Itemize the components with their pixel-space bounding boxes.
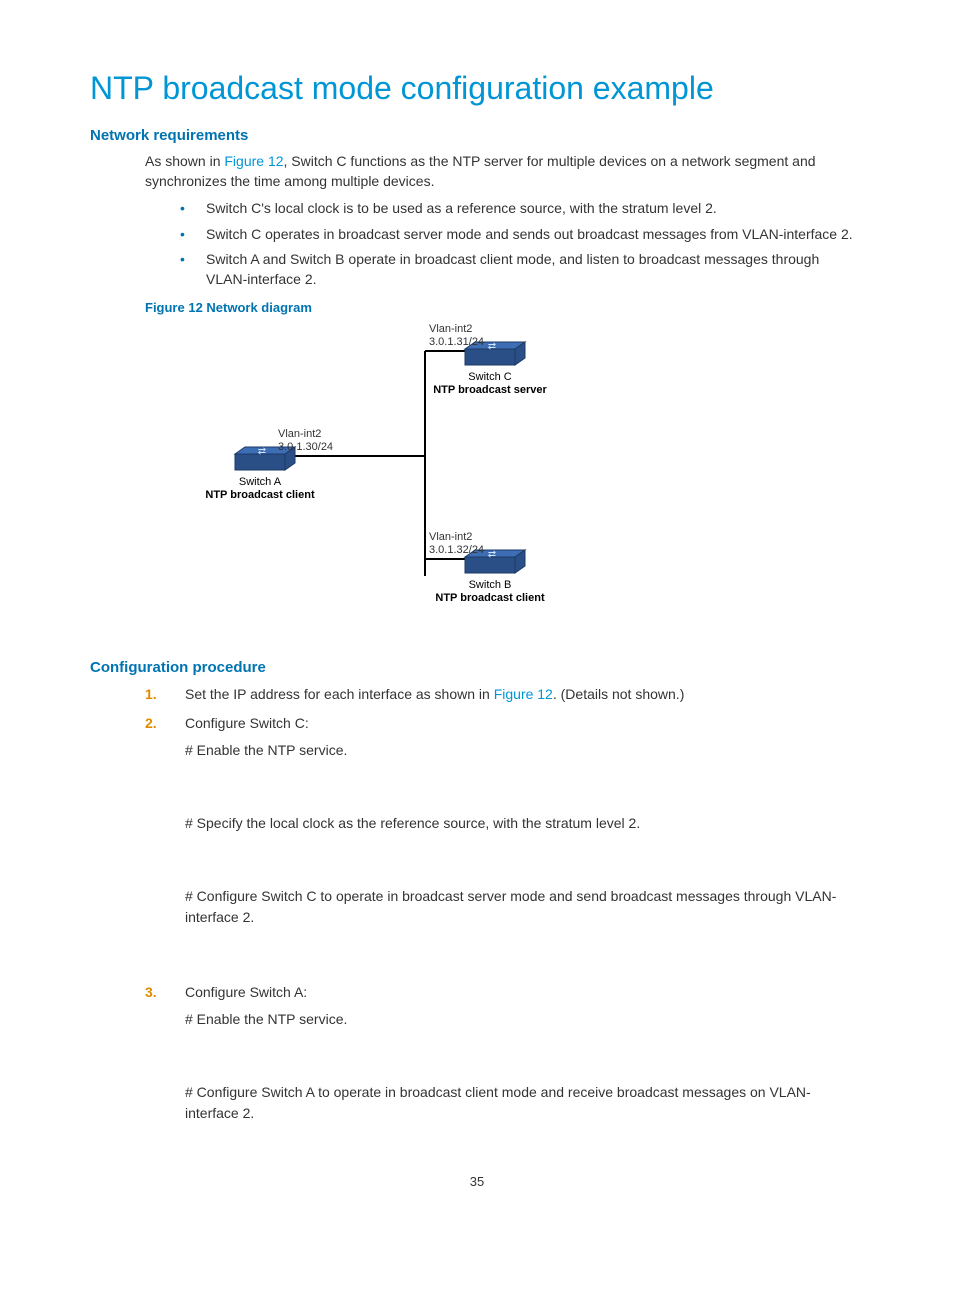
step2-para-b: # Specify the local clock as the referen… [185, 813, 864, 834]
section-heading-configuration-procedure: Configuration procedure [90, 659, 864, 676]
network-diagram: ⇄ ⇄ ⇄ Vlan-int23.0.1.31/24 Switch CNTP b… [145, 321, 585, 641]
figure-12-link[interactable]: Figure 12 [224, 153, 283, 169]
step2-head: Configure Switch C: [185, 715, 309, 731]
switch-c-interface-label: Vlan-int23.0.1.31/24 [429, 323, 519, 349]
switch-b-name-label: Switch BNTP broadcast client [405, 579, 575, 607]
switch-c-name-label: Switch CNTP broadcast server [405, 371, 575, 399]
bullet-item: Switch C operates in broadcast server mo… [180, 225, 864, 245]
switch-a-name-label: Switch ANTP broadcast client [175, 476, 345, 504]
intro-text-pre: As shown in [145, 153, 224, 169]
page-number: 35 [90, 1174, 864, 1189]
page-title: NTP broadcast mode configuration example [90, 70, 864, 107]
step1-text-post: . (Details not shown.) [553, 686, 685, 702]
bullet-item: Switch C's local clock is to be used as … [180, 199, 864, 219]
figure-12-link[interactable]: Figure 12 [494, 686, 553, 702]
step2-para-a: # Enable the NTP service. [185, 740, 864, 761]
figure-caption: Figure 12 Network diagram [145, 300, 864, 315]
configuration-steps: Set the IP address for each interface as… [145, 684, 864, 1124]
switch-a-interface-label: Vlan-int23.0.1.30/24 [278, 428, 368, 454]
intro-paragraph: As shown in Figure 12, Switch C function… [145, 152, 864, 191]
requirements-bullets: Switch C's local clock is to be used as … [180, 199, 864, 289]
bullet-item: Switch A and Switch B operate in broadca… [180, 250, 864, 289]
step2-para-c: # Configure Switch C to operate in broad… [185, 886, 864, 928]
section-heading-network-requirements: Network requirements [90, 127, 864, 144]
step-3: Configure Switch A: # Enable the NTP ser… [145, 982, 864, 1124]
step3-head: Configure Switch A: [185, 984, 307, 1000]
step-1: Set the IP address for each interface as… [145, 684, 864, 705]
step3-para-b: # Configure Switch A to operate in broad… [185, 1082, 864, 1124]
step3-para-a: # Enable the NTP service. [185, 1009, 864, 1030]
switch-b-interface-label: Vlan-int23.0.1.32/24 [429, 531, 519, 557]
svg-text:⇄: ⇄ [258, 446, 266, 457]
step1-text-pre: Set the IP address for each interface as… [185, 686, 494, 702]
step-2: Configure Switch C: # Enable the NTP ser… [145, 713, 864, 974]
